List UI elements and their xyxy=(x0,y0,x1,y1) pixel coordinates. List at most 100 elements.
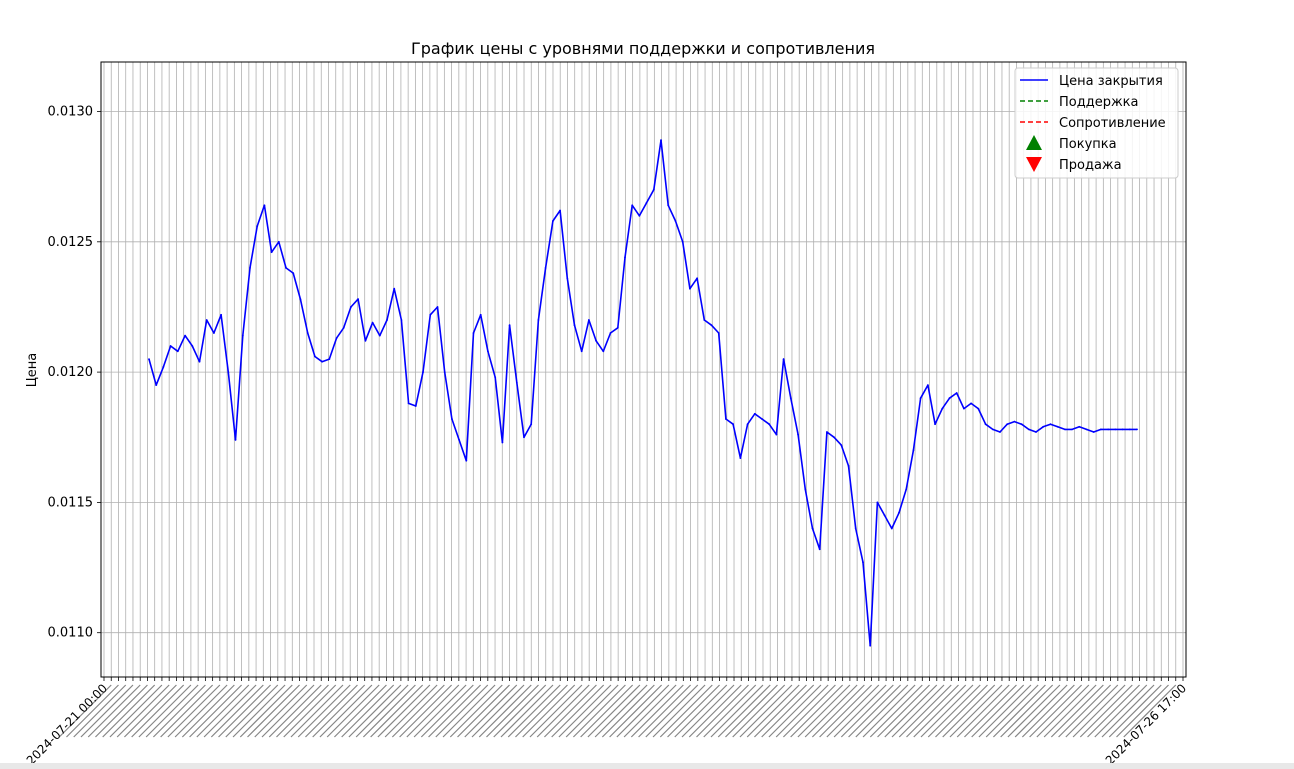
x-tick-label-mark xyxy=(703,684,757,738)
price-point xyxy=(905,488,908,491)
price-point xyxy=(869,644,872,647)
price-point xyxy=(292,272,295,274)
price-point xyxy=(818,548,821,551)
price-point xyxy=(1049,423,1052,426)
x-tick-label-mark xyxy=(732,684,786,738)
x-tick-label-mark xyxy=(449,684,503,738)
x-tick-label-mark xyxy=(326,684,380,738)
price-point xyxy=(314,355,316,358)
x-tick-label-mark xyxy=(601,684,655,738)
price-point xyxy=(371,321,374,324)
price-point xyxy=(234,439,237,441)
x-tick-label-mark xyxy=(1116,684,1169,738)
price-point xyxy=(501,441,504,444)
price-point xyxy=(753,412,756,415)
price-point xyxy=(479,313,482,316)
price-point xyxy=(580,350,583,353)
x-tick-label-mark xyxy=(565,684,619,738)
price-point xyxy=(515,381,518,384)
x-tick-label-mark xyxy=(710,684,764,738)
x-tick-label-mark xyxy=(203,684,257,738)
price-point xyxy=(804,488,807,491)
x-tick-label-mark xyxy=(877,684,930,738)
price-point xyxy=(595,339,597,342)
price-point xyxy=(984,423,987,426)
x-tick-label-mark xyxy=(218,684,271,738)
price-point xyxy=(429,313,432,316)
x-tick-label-mark xyxy=(891,684,945,738)
x-tick-label-mark xyxy=(435,684,489,738)
price-point xyxy=(854,527,857,530)
price-point xyxy=(306,332,309,334)
y-tick-label: 0.0110 xyxy=(48,626,94,641)
price-point xyxy=(912,449,915,452)
x-tick-label-mark xyxy=(116,684,170,738)
x-gridlines xyxy=(103,62,1184,677)
price-point xyxy=(847,465,850,467)
x-tick-label-mark xyxy=(544,684,597,738)
x-tick-label-mark xyxy=(920,684,974,738)
x-tick-label-mark xyxy=(1087,684,1140,738)
x-tick-label-mark xyxy=(804,684,858,738)
price-point xyxy=(299,298,302,300)
x-tick-label-mark xyxy=(305,684,358,738)
price-point xyxy=(407,402,410,405)
x-tick-label-mark xyxy=(536,684,590,738)
price-point xyxy=(970,402,972,405)
price-point xyxy=(1071,428,1073,431)
x-tick-label-mark xyxy=(768,684,822,738)
price-point xyxy=(508,324,511,327)
x-tick-label-mark xyxy=(761,684,815,738)
x-tick-label-mark xyxy=(855,684,909,738)
x-tick-label-mark xyxy=(507,684,561,738)
x-tick-label-mark xyxy=(529,684,583,738)
price-point xyxy=(1006,423,1009,426)
price-point xyxy=(602,350,605,353)
x-tick-label-mark xyxy=(992,684,1046,738)
x-tick-label-mark xyxy=(261,684,315,738)
x-tick-label-mark xyxy=(1050,684,1104,738)
x-tick-label-mark xyxy=(616,684,670,738)
x-tick-label-mark xyxy=(964,684,1017,738)
triangle-up-icon xyxy=(1026,135,1042,150)
x-tick-label-mark xyxy=(580,684,634,738)
x-tick-label-mark xyxy=(754,684,807,738)
price-point xyxy=(833,436,835,439)
x-tick-label-mark xyxy=(58,684,112,738)
price-point xyxy=(458,439,460,441)
x-tick-label-mark xyxy=(254,684,308,738)
x-tick-label-mark xyxy=(1123,684,1177,738)
price-point xyxy=(162,366,165,368)
price-point xyxy=(862,561,864,564)
x-tick-label-mark xyxy=(1065,684,1119,738)
price-point xyxy=(328,358,331,360)
x-tick-label-mark xyxy=(428,684,481,738)
y-tick-label: 0.0130 xyxy=(48,105,94,120)
x-tick-label-mark xyxy=(370,684,424,738)
price-point xyxy=(681,240,684,243)
x-tick-label-mark xyxy=(688,684,742,738)
chart-title: График цены с уровнями поддержки и сопро… xyxy=(411,39,875,58)
price-point xyxy=(285,267,287,269)
x-tick-label-mark xyxy=(442,684,496,738)
price-point xyxy=(436,306,439,308)
price-point xyxy=(876,501,879,504)
x-tick-label-mark xyxy=(674,684,728,738)
x-tick-label-mark xyxy=(1072,684,1126,738)
legend: Цена закрытия Поддержка Сопротивление Покуп… xyxy=(1014,67,1179,179)
x-tick-label-mark xyxy=(746,684,800,738)
x-tick-label-mark xyxy=(1021,684,1075,738)
x-tick-label-mark xyxy=(978,684,1032,738)
plot-area xyxy=(101,62,1186,677)
x-tick-label-mark xyxy=(297,684,351,738)
price-point xyxy=(184,334,187,337)
x-tick-label-mark xyxy=(348,684,402,738)
price-point xyxy=(955,392,958,394)
price-point xyxy=(674,220,677,222)
x-tick-label-mark xyxy=(247,684,300,738)
price-point xyxy=(1042,425,1045,428)
price-point xyxy=(775,433,778,436)
price-point xyxy=(566,277,569,280)
price-point xyxy=(256,225,259,228)
price-point xyxy=(544,267,547,269)
